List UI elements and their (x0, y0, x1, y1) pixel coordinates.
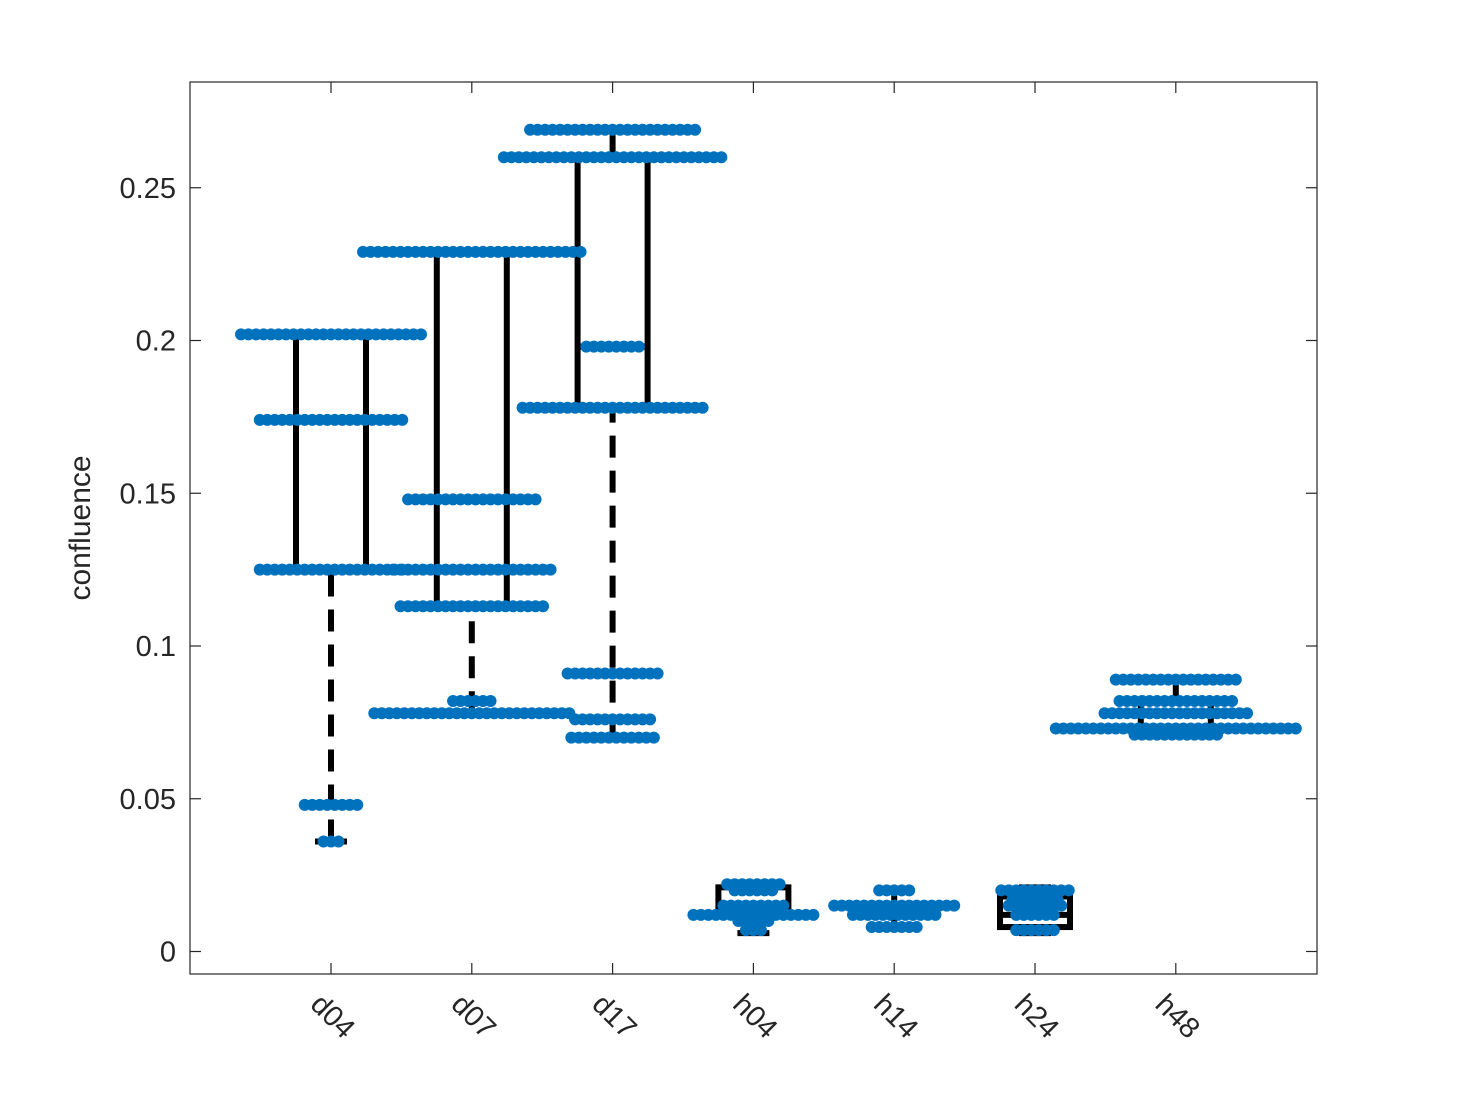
data-point (647, 731, 660, 744)
data-point (929, 908, 942, 921)
data-point (544, 563, 557, 576)
data-point (1047, 908, 1060, 921)
y-tick-label: 0.15 (120, 478, 176, 510)
y-tick-label: 0.25 (120, 173, 176, 205)
points-h04 (687, 878, 820, 937)
data-point (715, 151, 728, 164)
points-h24 (995, 884, 1075, 937)
x-tick-label: h04 (726, 988, 783, 1045)
x-tick-label: d07 (445, 988, 502, 1045)
y-tick-label: 0 (160, 937, 176, 969)
data-point (574, 245, 587, 258)
data-point (644, 713, 657, 726)
y-tick-label: 0.1 (136, 631, 176, 663)
data-point (807, 908, 820, 921)
data-point (1289, 722, 1302, 735)
data-point (903, 884, 916, 897)
data-point (1047, 924, 1060, 937)
data-point (1211, 728, 1224, 741)
plot-area (190, 82, 1317, 974)
data-point (1055, 899, 1068, 912)
y-axis-label: confluence (64, 455, 97, 600)
data-point (537, 600, 550, 613)
points-d17 (497, 123, 728, 744)
points-h48 (1049, 673, 1302, 741)
data-point (484, 694, 497, 707)
data-point (766, 884, 779, 897)
data-point (948, 899, 961, 912)
y-tick-label: 0.05 (120, 784, 176, 816)
data-point (762, 914, 775, 927)
data-point (415, 328, 427, 341)
x-tick-label: d17 (586, 988, 643, 1045)
data-point (910, 921, 923, 934)
data-point (332, 835, 345, 848)
points-layer (235, 123, 1302, 937)
data-point (1062, 884, 1075, 897)
y-tick-label: 0.2 (136, 326, 176, 358)
data-point (529, 493, 542, 506)
data-point (651, 667, 664, 680)
points-h14 (828, 884, 961, 934)
data-point (1226, 694, 1239, 707)
data-point (1241, 707, 1254, 720)
data-point (1229, 673, 1242, 686)
x-tick-label: d04 (304, 988, 361, 1045)
x-tick-label: h14 (867, 988, 924, 1045)
data-point (396, 413, 409, 426)
data-point (351, 798, 364, 811)
x-tick-label: h24 (1008, 988, 1065, 1045)
points-d07 (357, 245, 587, 720)
data-point (689, 123, 702, 136)
data-point (632, 340, 645, 353)
x-tick-label: h48 (1149, 988, 1206, 1045)
data-point (696, 401, 709, 414)
data-point (754, 924, 767, 937)
